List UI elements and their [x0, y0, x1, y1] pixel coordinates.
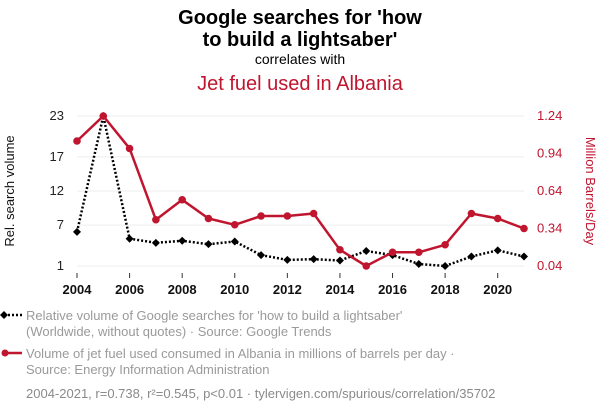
series-point-2	[388, 248, 397, 257]
series-point-1	[335, 256, 344, 265]
series-point-2	[230, 220, 239, 229]
legend-text-series2-line2: Source: Energy Information Administratio…	[26, 362, 270, 377]
series-point-2	[73, 137, 81, 145]
series-point-1	[125, 234, 134, 243]
series-point-2	[336, 245, 344, 254]
series-point-1	[283, 255, 292, 264]
legend-marker-series2	[1, 349, 9, 357]
y-tick-label: 23	[50, 108, 64, 123]
series-line-2	[76, 114, 525, 268]
series-point-1	[230, 237, 239, 246]
x-tick-label: 2014	[325, 282, 355, 297]
series-point-2	[99, 112, 108, 120]
series-point-2	[152, 215, 160, 224]
x-tick-label: 2018	[431, 282, 460, 297]
legend: Relative volume of Google searches for '…	[0, 308, 455, 377]
correlates-with-text: correlates with	[255, 51, 345, 67]
series-point-2	[283, 212, 292, 220]
y2-tick-label: 0.64	[537, 183, 562, 198]
y-tick-label: 1	[57, 258, 64, 273]
x-tick-label: 2020	[483, 282, 512, 297]
y2-tick-label: 1.24	[537, 108, 562, 123]
legend-item-series1: Relative volume of Google searches for '…	[0, 308, 402, 339]
series-point-1	[362, 247, 371, 255]
chart-title-line1: Google searches for 'how	[178, 7, 422, 29]
y2-tick-label: 0.94	[537, 146, 562, 161]
series-point-2	[520, 224, 528, 233]
series-layer	[73, 112, 528, 270]
series-point-1	[441, 262, 450, 270]
y2-tick-label: 0.34	[537, 221, 562, 236]
legend-marker-series1	[0, 311, 8, 319]
legend-text-series2-line1: Volume of jet fuel used consumed in Alba…	[26, 346, 455, 361]
x-tick-label: 2004	[63, 282, 93, 297]
x-tick-label: 2008	[168, 282, 197, 297]
x-axis-ticks: 2004 2006 2008 2010 2012 2014 2016 2018 2020	[63, 273, 512, 297]
x-tick-label: 2006	[115, 282, 144, 297]
legend-text-series1-line2: (Worldwide, without quotes) · Source: Go…	[26, 324, 332, 339]
footer-text: 2004-2021, r=0.738, r²=0.545, p<0.01 · t…	[26, 386, 495, 401]
legend-item-series2: Volume of jet fuel used consumed in Alba…	[1, 346, 455, 377]
y-axis-right-ticks: 0.04 0.34 0.64 0.94 1.24	[537, 108, 562, 273]
legend-text-series1-line1: Relative volume of Google searches for '…	[26, 308, 402, 323]
series-point-1	[414, 259, 423, 268]
series-point-1	[257, 251, 266, 260]
series-point-1	[178, 236, 187, 245]
x-tick-label: 2010	[220, 282, 249, 297]
series-point-1	[204, 240, 213, 249]
y-tick-label: 7	[57, 217, 64, 232]
series-point-2	[467, 209, 476, 218]
series-point-2	[178, 195, 186, 204]
y2-tick-label: 0.04	[537, 258, 562, 273]
x-tick-label: 2012	[273, 282, 302, 297]
x-tick-label: 2016	[378, 282, 407, 297]
chart-title-second: Jet fuel used in Albania	[197, 73, 404, 95]
series-point-2	[493, 214, 502, 223]
series-point-1	[520, 252, 528, 261]
series-point-2	[309, 209, 318, 218]
series-point-1	[467, 252, 476, 261]
chart-title-line2: to build a lightsaber'	[203, 29, 398, 51]
series-point-2	[362, 262, 371, 270]
series-line-1	[75, 114, 525, 268]
y-tick-label: 17	[50, 149, 64, 164]
y-tick-label: 12	[50, 183, 64, 198]
grid-lines	[77, 115, 524, 267]
series-point-1	[151, 238, 160, 247]
series-point-1	[309, 255, 318, 264]
y-axis-right-label: Million Barrels/Day	[583, 137, 598, 246]
series-point-2	[204, 214, 213, 223]
series-point-2	[125, 144, 134, 153]
y-axis-left-label: Rel. search volume	[2, 135, 17, 246]
series-point-1	[73, 227, 81, 236]
series-point-2	[415, 248, 423, 257]
series-point-2	[257, 212, 265, 220]
series-point-2	[441, 240, 449, 249]
series-point-1	[493, 246, 502, 255]
